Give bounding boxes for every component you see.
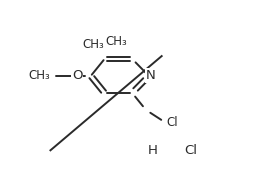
Text: N: N — [146, 69, 155, 82]
Text: CH₃: CH₃ — [82, 38, 104, 51]
Text: H: H — [148, 144, 158, 157]
Text: CH₃: CH₃ — [29, 69, 51, 82]
Text: O: O — [72, 69, 82, 82]
Text: Cl: Cl — [167, 116, 178, 129]
Text: Cl: Cl — [184, 144, 197, 157]
Text: CH₃: CH₃ — [105, 35, 127, 48]
